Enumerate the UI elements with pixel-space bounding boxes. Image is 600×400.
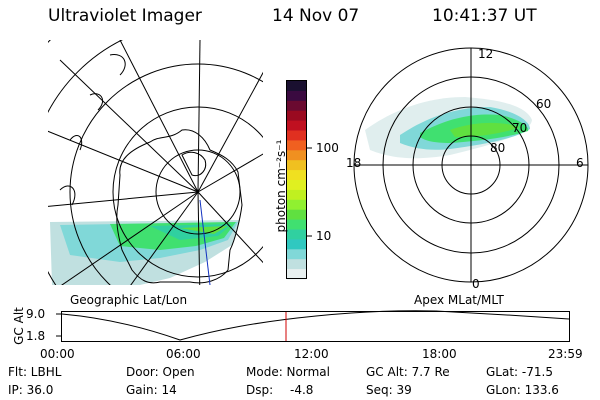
dsp-status-label: Dsp: xyxy=(246,383,274,397)
seq-status: Seq: 39 xyxy=(366,383,412,397)
geo-grid xyxy=(48,40,263,285)
xtick-1800: 18:00 xyxy=(422,347,457,361)
mlat-label-60: 60 xyxy=(536,97,552,111)
mag-map-label: Apex MLat/MLT xyxy=(414,293,504,307)
colorbar-segment xyxy=(287,239,306,250)
colorbar-ticks xyxy=(306,147,312,237)
gc-alt-status: GC Alt: 7.7 Re xyxy=(366,365,450,379)
instrument-title: Ultraviolet Imager xyxy=(48,6,202,26)
colorbar-segment xyxy=(287,120,306,131)
xtick-2359: 23:59 xyxy=(548,347,583,361)
terminator-line xyxy=(199,199,211,285)
colorbar-segment xyxy=(287,249,306,260)
colorbar-segment xyxy=(287,219,306,230)
colorbar-tick-10: 10 xyxy=(316,229,332,243)
altitude-ytick-1.8: 1.8 xyxy=(26,329,46,343)
colorbar-segment xyxy=(287,259,306,270)
colorbar-segment xyxy=(287,130,306,141)
mag-aurora-emission xyxy=(365,97,532,159)
door-status: Door: Open xyxy=(126,365,195,379)
mlt-label-12: 12 xyxy=(478,47,494,61)
colorbar-segment xyxy=(287,180,306,191)
glon-status: GLon: 133.6 xyxy=(486,383,559,397)
colorbar-tick-100: 100 xyxy=(316,141,339,155)
colorbar-segment xyxy=(287,150,306,161)
xtick-0000: 00:00 xyxy=(40,347,75,361)
coastline xyxy=(59,54,243,284)
colorbar-unit-label: photon cm⁻²s⁻¹ xyxy=(274,139,288,233)
filter-status: Flt: LBHL xyxy=(8,365,62,379)
mlat-label-80: 80 xyxy=(490,141,506,155)
mlt-label-6: 6 xyxy=(576,156,584,170)
ip-status: IP: 36.0 xyxy=(8,383,54,397)
colorbar-segment xyxy=(287,100,306,112)
date-label: 14 Nov 07 xyxy=(272,6,360,26)
xtick-0600: 06:00 xyxy=(166,347,201,361)
altitude-plot xyxy=(56,310,570,342)
colorbar-segment xyxy=(287,209,306,221)
colorbar-segment xyxy=(287,170,306,181)
geo-aurora-emission xyxy=(50,220,240,285)
mlt-label-0: 0 xyxy=(472,277,480,291)
colorbar-segment xyxy=(287,110,306,122)
colorbar-segment xyxy=(287,269,306,280)
colorbar-segment xyxy=(287,189,306,201)
mlt-label-18: 18 xyxy=(346,156,362,170)
altitude-ytick-9: 9.0 xyxy=(26,307,46,321)
magnetic-polar-map xyxy=(353,47,589,283)
colorbar-segment xyxy=(287,90,306,102)
glat-status: GLat: -71.5 xyxy=(486,365,553,379)
geo-map-label: Geographic Lat/Lon xyxy=(70,293,188,307)
dsp-status-value: -4.8 xyxy=(290,383,314,397)
colorbar-segment xyxy=(287,81,306,92)
colorbar-segment xyxy=(287,160,306,171)
colorbar-segment xyxy=(287,199,306,211)
mlat-label-70: 70 xyxy=(512,121,528,135)
mode-status: Mode: Normal xyxy=(246,365,330,379)
colorbar-segment xyxy=(287,229,306,240)
xtick-1200: 12:00 xyxy=(294,347,329,361)
gain-status: Gain: 14 xyxy=(126,383,177,397)
colorbar xyxy=(286,80,307,280)
altitude-ylabel: GC Alt xyxy=(12,307,26,345)
colorbar-segment xyxy=(287,140,306,151)
time-label: 10:41:37 UT xyxy=(432,6,537,26)
